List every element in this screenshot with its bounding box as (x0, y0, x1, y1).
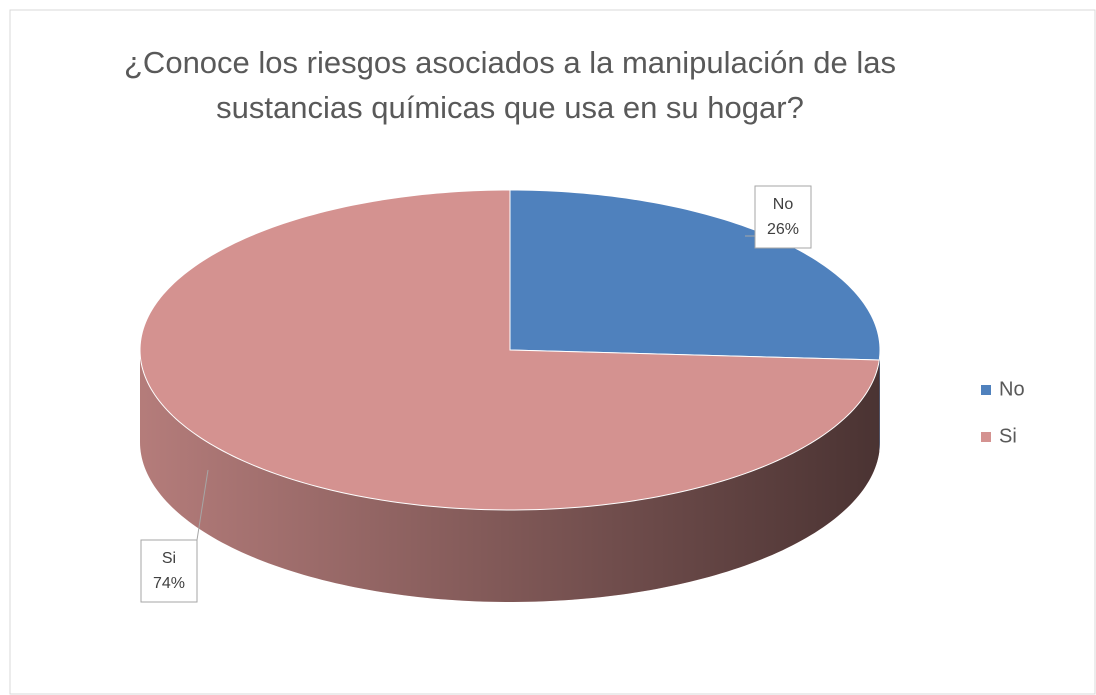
pie-slice (139, 189, 880, 511)
data-label-box (754, 185, 812, 249)
legend-label: No (999, 378, 1025, 400)
data-label-value: 74% (153, 575, 185, 592)
pie-side-shade (140, 350, 880, 602)
legend-swatch (981, 385, 991, 395)
legend-label: Si (999, 425, 1017, 447)
data-label-value: 26% (767, 221, 799, 238)
data-label-category: Si (162, 550, 176, 567)
data-label-category: No (773, 196, 794, 213)
data-label-box (140, 539, 198, 603)
chart-title: ¿Conoce los riesgos asociados a la manip… (124, 45, 896, 125)
pie-side-shade (879, 350, 880, 453)
label-leader (196, 469, 209, 541)
legend-swatch (981, 432, 991, 442)
